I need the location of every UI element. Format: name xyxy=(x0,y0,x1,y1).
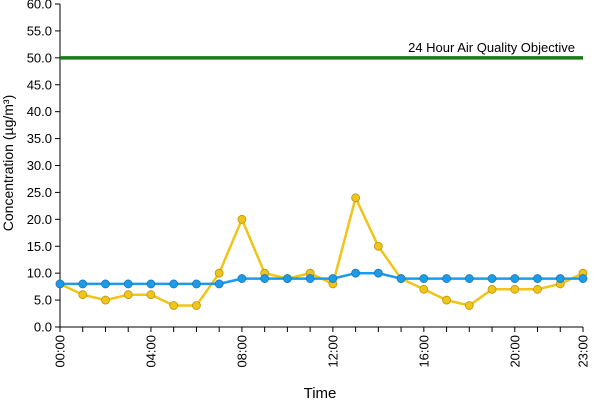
y-tick-label: 45.0 xyxy=(27,77,52,92)
y-tick-label: 40.0 xyxy=(27,104,52,119)
series-2-point xyxy=(419,274,429,283)
x-tick-label: 04:00 xyxy=(143,335,158,368)
series-2-point xyxy=(555,274,565,283)
series-line-1 xyxy=(59,196,584,307)
y-tick-label: 50.0 xyxy=(27,50,52,65)
y-tick-label: 60.0 xyxy=(27,0,52,12)
x-tick-label: 08:00 xyxy=(234,335,249,368)
series-1-point xyxy=(169,301,179,310)
series-1-point xyxy=(214,268,224,278)
series-2-point xyxy=(533,274,542,283)
series-1-point xyxy=(510,284,520,294)
series-2-point xyxy=(578,274,588,283)
series-1-point xyxy=(237,214,247,224)
series-1-point xyxy=(78,290,88,300)
series-line-2 xyxy=(60,271,583,286)
series-1-point xyxy=(464,301,474,310)
y-tick-label: 35.0 xyxy=(27,131,52,146)
y-axis-label: Concentration (µg/m³) xyxy=(0,95,16,231)
x-tick-label: 12:00 xyxy=(325,335,340,368)
y-tick-label: 0.0 xyxy=(34,320,52,335)
series-1-point xyxy=(487,284,497,294)
y-tick-label: 25.0 xyxy=(27,185,52,200)
series-2-point xyxy=(373,268,383,278)
y-tick-label: 30.0 xyxy=(27,158,52,173)
series-1-point xyxy=(101,295,110,305)
y-tick-label: 20.0 xyxy=(27,212,52,227)
series-group xyxy=(55,193,588,310)
y-tick-label: 10.0 xyxy=(27,266,52,281)
series-2-point xyxy=(192,279,201,289)
series-2-point xyxy=(146,279,156,289)
series-2-point xyxy=(282,274,292,283)
series-2-point xyxy=(260,274,270,283)
series-2-point xyxy=(328,274,338,283)
series-1-point xyxy=(146,290,156,300)
series-2-point xyxy=(442,274,451,283)
series-2-point xyxy=(123,279,133,289)
series-2-point xyxy=(351,268,361,278)
series-2-point xyxy=(169,279,179,289)
axes: 0.0 5.0 10.0 15.0 20.0 25.0 30.0 35.0 40.0 45.0 50… xyxy=(27,0,591,368)
series-2-point xyxy=(464,274,474,283)
series-1-point xyxy=(419,284,429,294)
series-2-point xyxy=(214,279,224,289)
series-1-point xyxy=(192,301,201,310)
y-tick-label: 15.0 xyxy=(27,239,52,254)
x-tick-label: 16:00 xyxy=(416,335,431,368)
series-2-point xyxy=(55,279,65,289)
series-2-point xyxy=(101,279,110,289)
series-2-point xyxy=(305,274,315,283)
objective-label: 24 Hour Air Quality Objective xyxy=(408,40,575,55)
series-2-point xyxy=(237,274,247,283)
objective-line-group: 24 Hour Air Quality Objective xyxy=(60,40,583,60)
series-1-point xyxy=(351,193,361,203)
x-tick-label: 20:00 xyxy=(507,335,522,368)
series-1-point xyxy=(373,241,383,251)
series-2-point xyxy=(487,274,497,283)
series-2-point xyxy=(510,274,520,283)
series-1-point xyxy=(442,295,451,305)
series-1-point xyxy=(533,284,542,294)
x-axis-label: Time xyxy=(304,385,337,400)
x-tick-label: 23:00 xyxy=(576,335,591,368)
series-2-point xyxy=(396,274,406,283)
series-1-point xyxy=(123,290,133,300)
series-2-point xyxy=(78,279,88,289)
y-tick-label: 55.0 xyxy=(27,23,52,38)
x-tick-label: 00:00 xyxy=(53,335,68,368)
y-tick-label: 5.0 xyxy=(34,293,52,308)
